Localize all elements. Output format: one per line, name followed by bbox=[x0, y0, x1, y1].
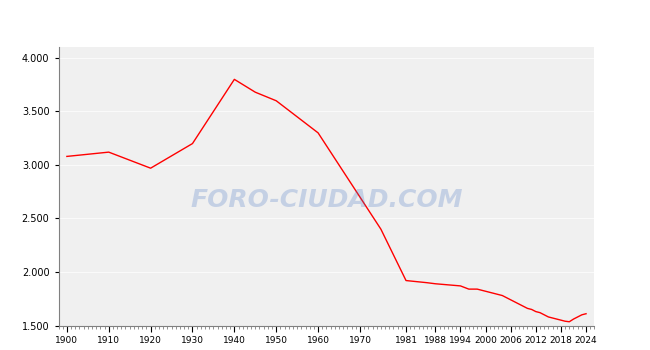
Text: Láujar de Andarax (Municipio) - Evolucion del numero de Habitantes: Láujar de Andarax (Municipio) - Evolucio… bbox=[97, 14, 553, 27]
Text: FORO-CIUDAD.COM: FORO-CIUDAD.COM bbox=[190, 188, 463, 212]
Text: http://www.foro-ciudad.com: http://www.foro-ciudad.com bbox=[512, 333, 637, 342]
